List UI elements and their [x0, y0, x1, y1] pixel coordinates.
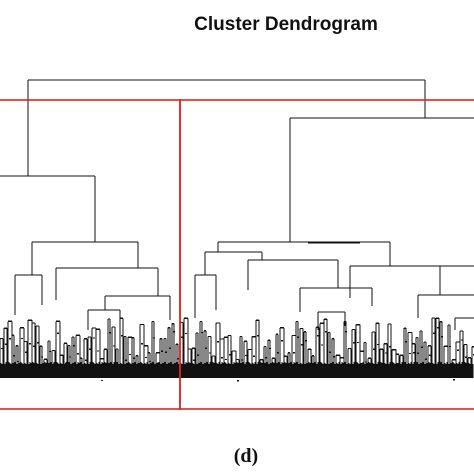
leaf-branches [0, 317, 474, 382]
cluster-box-right [179, 99, 474, 410]
dendrogram-tree [0, 79, 474, 382]
figure-caption: (d) [234, 445, 258, 467]
figure-title: Cluster Dendrogram [194, 14, 378, 35]
